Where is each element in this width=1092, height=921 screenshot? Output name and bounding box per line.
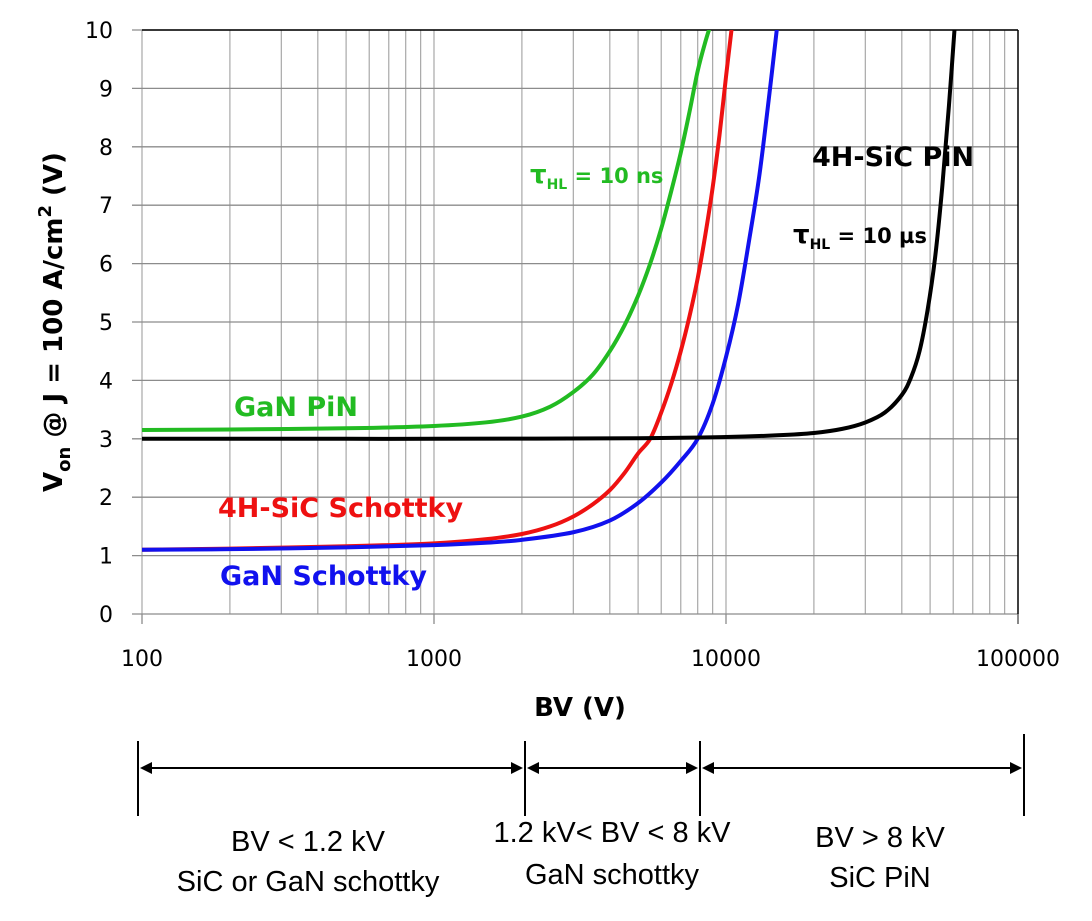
region-3-line1: BV > 8 kV <box>815 822 945 854</box>
y-tick-label: 9 <box>99 77 113 102</box>
lifetime-label-sic: τHL = 10 µs <box>793 220 927 253</box>
arrow-head-left <box>702 762 714 774</box>
region-3-line2: SiC PiN <box>829 862 931 894</box>
label-gan-pin: GaN PiN <box>234 392 358 423</box>
y-tick-label: 10 <box>85 19 113 44</box>
series-line <box>142 30 712 433</box>
y-tick-label: 7 <box>99 194 113 219</box>
series-gan-pin <box>142 30 712 433</box>
grid <box>132 29 1018 615</box>
arrow-head-right <box>686 762 698 774</box>
x-tick-label: 1000 <box>406 647 462 672</box>
tau-subscript: HL <box>810 237 831 253</box>
y-tick-label: 1 <box>99 545 113 570</box>
series-line <box>142 30 779 552</box>
x-tick-label: 10000 <box>691 647 761 672</box>
y-tick-label: 3 <box>99 428 113 453</box>
y-label-main: V <box>39 472 69 492</box>
tau-subscript: HL <box>547 177 568 193</box>
series-4h-sic-pin <box>142 30 957 441</box>
y-tick-label: 6 <box>99 253 113 278</box>
tau-value: = 10 µs <box>830 224 927 248</box>
x-tick-label: 100000 <box>976 647 1060 672</box>
region-2-line1: 1.2 kV< BV < 8 kV <box>494 817 732 849</box>
y-tick-label: 4 <box>99 369 113 394</box>
x-tick-labels: 100 1000 10000 100000 <box>121 647 1060 672</box>
arrow-head-left <box>527 762 539 774</box>
region-1-line2: SiC or GaN schottky <box>177 866 440 898</box>
region-2-line2: GaN schottky <box>525 859 700 891</box>
series-gan-schottky <box>142 30 779 552</box>
y-label-sup: 2 <box>35 205 56 218</box>
region-1-line1: BV < 1.2 kV <box>231 826 386 858</box>
arrow-head-left <box>140 762 152 774</box>
y-label-end: (V) <box>39 152 69 205</box>
y-tick-label: 5 <box>99 311 113 336</box>
series-line <box>142 30 957 441</box>
y-axis-label: Von @ J = 100 A/cm2 (V) <box>35 152 75 492</box>
arrow-head-right <box>1010 762 1022 774</box>
y-tick-labels: 0 1 2 3 4 5 6 7 8 9 10 <box>85 19 113 628</box>
lifetime-label-gan: τHL = 10 ns <box>530 160 663 193</box>
x-axis-label: BV (V) <box>534 693 626 723</box>
tau-symbol: τ <box>530 160 547 190</box>
region-bar <box>137 734 1025 816</box>
x-tick-label: 100 <box>121 647 163 672</box>
series-lines <box>142 30 957 552</box>
y-tick-label: 0 <box>99 603 113 628</box>
tau-value: = 10 ns <box>567 164 663 188</box>
tau-symbol: τ <box>793 220 810 250</box>
axes <box>141 29 1019 624</box>
label-gan-schottky: GaN Schottky <box>220 561 427 592</box>
arrow-head-right <box>511 762 523 774</box>
label-sic-pin: 4H-SiC PiN <box>812 142 974 173</box>
y-label-sub: on <box>54 447 75 472</box>
y-label-rest: @ J = 100 A/cm <box>39 218 69 447</box>
y-tick-label: 2 <box>99 486 113 511</box>
label-sic-schottky: 4H-SiC Schottky <box>218 493 463 524</box>
y-tick-label: 8 <box>99 136 113 161</box>
